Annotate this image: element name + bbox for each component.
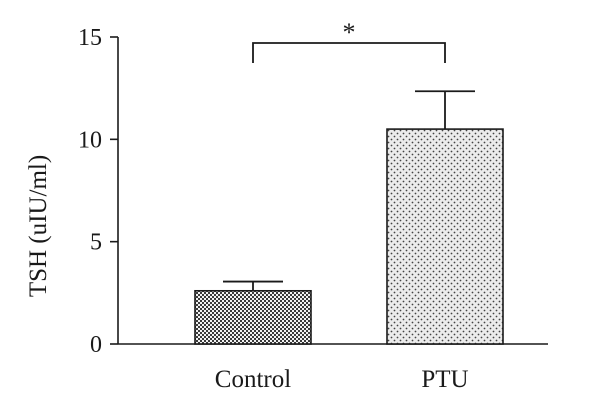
x-category-label: PTU <box>421 366 468 393</box>
significance-label: * <box>343 18 356 47</box>
significance-line <box>252 42 446 63</box>
y-tick-label: 0 <box>90 332 102 358</box>
bar-ptu <box>386 128 504 345</box>
bars: Control PTU <box>194 128 504 393</box>
significance-bracket: * <box>252 18 446 63</box>
x-category-label: Control <box>215 366 291 393</box>
y-tick-label: 5 <box>90 230 102 256</box>
bar-control <box>194 289 312 345</box>
axes: 0 5 10 15 <box>78 25 548 358</box>
y-axis-title: TSH (uIU/ml) <box>25 155 52 297</box>
y-tick-label: 15 <box>78 25 102 51</box>
error-bars <box>223 90 475 291</box>
y-tick-label: 10 <box>78 127 102 153</box>
